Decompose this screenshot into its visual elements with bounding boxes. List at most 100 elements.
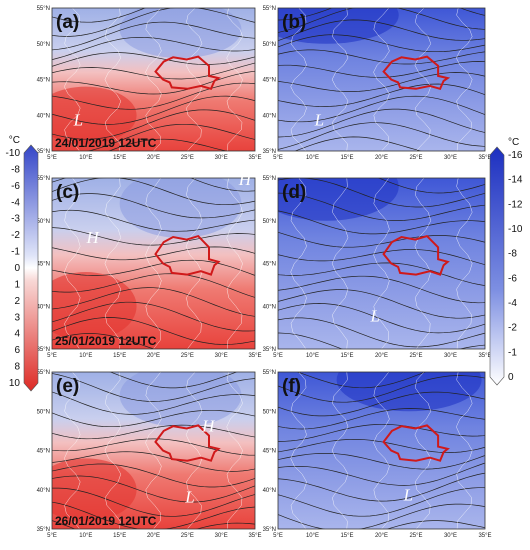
colorbar-label: 4 — [14, 329, 20, 340]
colorbar-label: -10 — [508, 224, 523, 235]
colorbar-unit: °C — [9, 135, 20, 146]
isobar — [278, 83, 485, 107]
lon-tick-label: 10°E — [306, 353, 319, 359]
lon-tick-label: 15°E — [113, 533, 126, 539]
panel-label: (f) — [282, 376, 301, 397]
lat-tick-label: 45°N — [263, 449, 276, 455]
isobar — [278, 289, 485, 319]
colorbar — [489, 146, 505, 386]
lat-tick-label: 55°N — [263, 6, 276, 12]
lon-tick-label: 30°E — [215, 353, 228, 359]
colorbar-label: -8 — [11, 164, 20, 175]
lon-tick-label: 15°E — [340, 155, 353, 161]
lon-tick-label: 15°E — [340, 533, 353, 539]
isobar — [278, 408, 485, 430]
border — [145, 8, 162, 151]
lon-tick-label: 35°E — [248, 533, 261, 539]
panel-frame — [51, 371, 256, 530]
lat-tick-label: 40°N — [37, 488, 50, 494]
isobar — [296, 372, 427, 389]
lon-tick-label: 10°E — [79, 353, 92, 359]
panel-label: (d) — [282, 182, 306, 203]
lon-tick-label: 35°E — [248, 155, 261, 161]
cold-core — [278, 178, 399, 221]
isobar — [278, 375, 485, 403]
pressure-system: L — [73, 110, 83, 129]
lat-tick-label: 45°N — [263, 262, 276, 268]
panel-label: (c) — [56, 182, 79, 203]
isobar — [52, 209, 255, 232]
isobar — [52, 451, 255, 472]
border — [456, 372, 473, 529]
border — [104, 8, 122, 151]
border — [226, 8, 243, 151]
lat-tick-label: 40°N — [263, 304, 276, 310]
isobar — [377, 178, 485, 194]
lat-tick-label: 50°N — [263, 42, 276, 48]
lon-tick-label: 25°E — [181, 533, 194, 539]
isobar — [52, 409, 255, 428]
colorbar-label: -4 — [11, 197, 20, 208]
lon-tick-label: 10°E — [79, 155, 92, 161]
isobar — [278, 452, 485, 470]
lon-tick-label: 20°E — [375, 155, 388, 161]
cold-core — [336, 372, 482, 412]
cold-core — [119, 8, 242, 59]
colorbars: °C-10-8-6-4-3-2-1012346810°C-16-14-12-10… — [6, 135, 523, 392]
lon-tick-label: 15°E — [113, 155, 126, 161]
lon-tick-label: 30°E — [444, 155, 457, 161]
pressure-system: L — [184, 487, 194, 506]
isobar — [52, 52, 255, 67]
isobar — [52, 463, 255, 488]
border — [331, 178, 349, 349]
lat-tick-label: 45°N — [37, 449, 50, 455]
isobar — [278, 72, 485, 92]
panel-date: 24/01/2019 12UTC — [55, 136, 157, 150]
colorbar-label: -8 — [508, 249, 517, 260]
border — [290, 8, 307, 151]
pressure-system: H — [85, 228, 100, 247]
colorbar-label: 2 — [14, 296, 20, 307]
isobar — [52, 424, 255, 440]
lon-tick-label: 35°E — [478, 353, 491, 359]
pressure-system: H — [238, 170, 253, 189]
lon-tick-label: 30°E — [444, 533, 457, 539]
lon-tick-label: 30°E — [444, 353, 457, 359]
lon-tick-label: 5°E — [47, 155, 57, 161]
border — [145, 178, 162, 349]
lon-tick-label: 20°E — [375, 533, 388, 539]
lon-tick-label: 35°E — [478, 533, 491, 539]
isobar — [278, 49, 485, 65]
colorbar-label: -6 — [508, 273, 517, 284]
border — [290, 178, 307, 349]
lat-tick-label: 55°N — [37, 6, 50, 12]
lon-tick-label: 35°E — [478, 155, 491, 161]
lat-tick-label: 40°N — [37, 113, 50, 119]
border — [185, 372, 203, 529]
panel-frame — [51, 7, 256, 152]
lon-tick-label: 20°E — [147, 155, 160, 161]
colorbar-label: 1 — [14, 279, 20, 290]
lat-tick-label: 35°N — [37, 347, 50, 353]
pressure-system: L — [403, 486, 413, 505]
isobar — [386, 520, 485, 529]
border — [373, 372, 390, 529]
panel-frame — [51, 177, 256, 350]
panel-date: 26/01/2019 12UTC — [55, 514, 157, 528]
lon-tick-label: 25°E — [409, 353, 422, 359]
border — [104, 372, 122, 529]
lon-tick-label: 5°E — [47, 533, 57, 539]
isobar — [278, 19, 485, 42]
romania-outline — [154, 234, 221, 276]
lat-tick-label: 55°N — [37, 176, 50, 182]
colorbar-label: -3 — [11, 214, 20, 225]
pressure-system: L — [370, 307, 380, 326]
isobar — [278, 503, 485, 529]
colorbar-label: 6 — [14, 345, 20, 356]
border — [331, 372, 349, 529]
lat-tick-label: 35°N — [37, 527, 50, 533]
isobar — [278, 472, 485, 502]
romania-outline — [154, 424, 221, 462]
border — [226, 178, 243, 349]
lon-tick-label: 30°E — [215, 155, 228, 161]
